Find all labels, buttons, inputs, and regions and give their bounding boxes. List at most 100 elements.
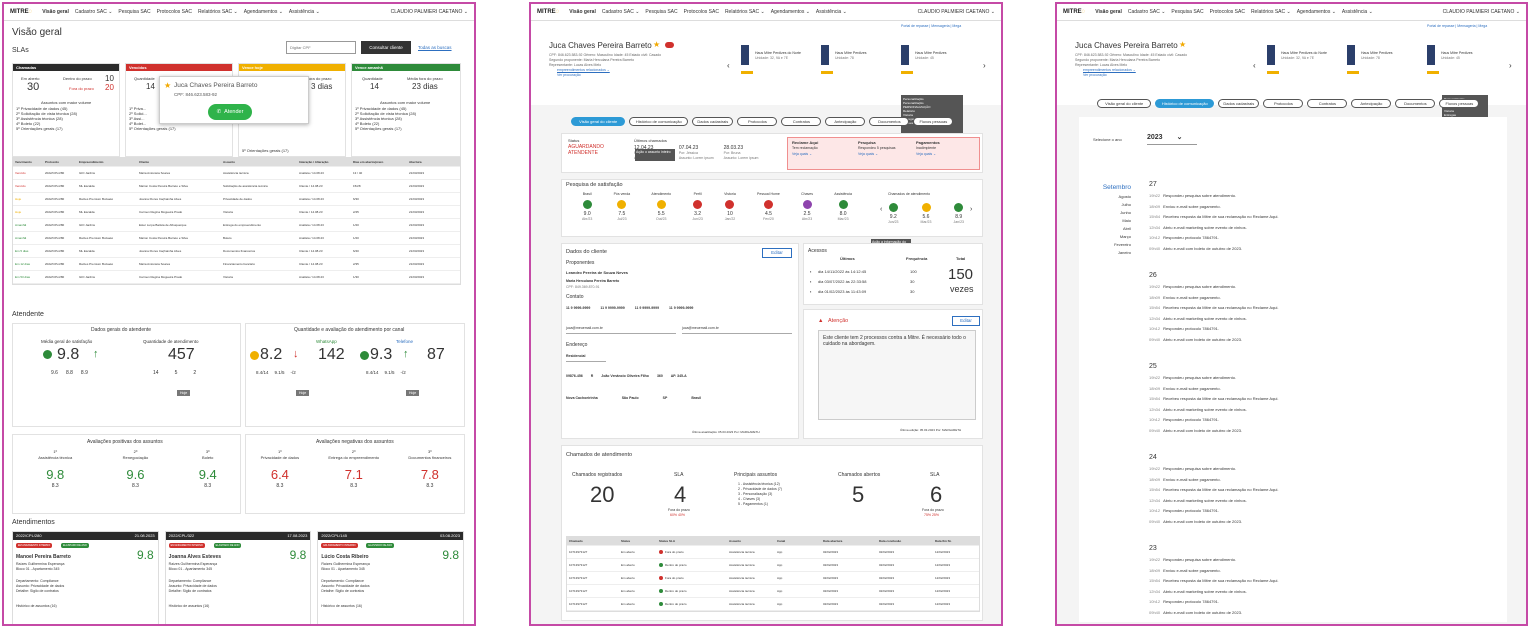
table-row[interactable]: 10713973127 Em aberto Dentro do prazo Assis…: [567, 598, 979, 611]
survey-item[interactable]: 8.9 Jan/23: [953, 200, 964, 225]
phone-field[interactable]: 11 9 9999-9999: [566, 306, 591, 310]
edit-button[interactable]: Editar: [762, 248, 792, 258]
nav-relatorios[interactable]: Relatórios SAC ⌄: [724, 9, 765, 15]
pagamentos-link[interactable]: Veja quais ⌄: [916, 152, 937, 156]
timeline-entry[interactable]: 09h40 Abriu e-mail com boleto de outubro …: [1149, 428, 1242, 433]
timeline-entry[interactable]: 12h34 Abriu e-mail marketing sobre evento…: [1149, 225, 1247, 230]
timeline-entry[interactable]: 15h54 Recebeu resposta da Mitre de sua re…: [1149, 396, 1279, 401]
timeline-entry[interactable]: 19h22 Respondeu pesquisa sobre atendiment…: [1149, 193, 1236, 198]
timeline-entry[interactable]: 19h22 Respondeu pesquisa sobre atendiment…: [1149, 375, 1236, 380]
nav-pesquisa[interactable]: Pesquisa SAC: [118, 9, 151, 15]
related-link[interactable]: empreendimentos relacionados ⌄: [557, 68, 610, 72]
phone-field[interactable]: 11 9 9999-9999: [669, 306, 694, 310]
timeline-entry[interactable]: 10h12 Respondeu protocolo 7864791.: [1149, 326, 1219, 331]
property-item[interactable]: Haus Mitre Perdizes do Norte Unidade: 32,…: [1267, 35, 1343, 95]
property-item[interactable]: Haus Mitre Perdizes do Norte Unidade: 32,…: [741, 35, 817, 95]
table-row[interactable]: Vencido 2022/CPL/280 ML Escalda Marion Cost…: [13, 180, 460, 193]
year-select[interactable]: 2023 ⌄: [1147, 133, 1197, 145]
nav-relatorios[interactable]: Relatórios SAC ⌄: [197, 9, 238, 15]
tab-2[interactable]: Dados cadastrais: [1218, 99, 1260, 108]
nav-assistencia[interactable]: Assistência ⌄: [288, 9, 320, 15]
col-header[interactable]: Interação / Alteração: [299, 160, 329, 164]
table-row[interactable]: Em 53 dias 2022/CPL/280 GIO Jardins Carmen …: [13, 271, 460, 284]
chevron-left-icon[interactable]: ‹: [880, 206, 883, 213]
tab-6[interactable]: Documentos: [869, 117, 910, 126]
tab-4[interactable]: Contratos: [781, 117, 822, 126]
survey-item[interactable]: Brasil 9.0 Abr/23: [582, 192, 592, 222]
email-field[interactable]: juca@meuemail.com.br: [566, 326, 676, 334]
timeline-entry[interactable]: 15h54 Recebeu resposta da Mitre de sua re…: [1149, 305, 1279, 310]
edit-button[interactable]: Editar: [952, 316, 980, 326]
timeline-entry[interactable]: 09h40 Abriu e-mail com boleto de outubro …: [1149, 337, 1242, 342]
user-menu[interactable]: CLAUDIO PALMIERI CAETANO ⌄: [1442, 9, 1520, 15]
sla-card-vence-amanha[interactable]: Vence amanhã Quantidade 14 Média fora do…: [351, 63, 461, 157]
top-links[interactable]: Portal de repasse | Mensageria | Mega: [1427, 24, 1488, 28]
chevron-right-icon[interactable]: ›: [983, 61, 986, 70]
atendimento-card[interactable]: 2022/CPL/280 21.08.2023 EM ANDAMENTO INTER…: [12, 531, 159, 624]
nav-protocolos[interactable]: Protocolos SAC: [156, 9, 192, 15]
atender-button[interactable]: ✆ Atender: [208, 104, 252, 120]
nav-agendamentos[interactable]: Agendamentos ⌄: [770, 9, 810, 15]
bairro-field[interactable]: Nova Cachoeirinha: [566, 396, 598, 400]
logradouro-field[interactable]: João Venâncio Oliveira Filho: [601, 374, 649, 378]
property-item[interactable]: Haus Mitre Perdizes Unidade: 45: [901, 35, 977, 95]
nav-pesquisa[interactable]: Pesquisa SAC: [645, 9, 678, 15]
property-item[interactable]: Haus Mitre Perdizes Unidade: 78: [821, 35, 897, 95]
nav-visao-geral[interactable]: Visão geral: [1095, 9, 1122, 15]
star-icon[interactable]: ★: [1179, 40, 1187, 49]
survey-item[interactable]: Pessoal Home 4.5 Fev/20: [757, 192, 780, 222]
protocol-id[interactable]: 2022/CPL/322: [168, 533, 195, 538]
nav-pesquisa[interactable]: Pesquisa SAC: [1171, 9, 1204, 15]
table-row[interactable]: Em 12 dias 2022/CPL/280 Raízes Premium Buz…: [13, 258, 460, 271]
timeline-entry[interactable]: 19h22 Respondeu pesquisa sobre atendiment…: [1149, 466, 1236, 471]
col-header[interactable]: Abertura: [409, 160, 422, 164]
chevron-right-icon[interactable]: ›: [1509, 61, 1512, 70]
timeline-entry[interactable]: 12h34 Abriu e-mail marketing sobre evento…: [1149, 316, 1247, 321]
tab-3[interactable]: Protocolos: [1263, 99, 1304, 108]
col-header[interactable]: Empreendimento: [79, 160, 104, 164]
col-header[interactable]: Status SLA: [659, 539, 676, 543]
table-row[interactable]: Hoje 2022/CPL/280 ML Escalda Carmen Regina …: [13, 206, 460, 219]
property-item[interactable]: Haus Mitre Perdizes Unidade: 45: [1427, 35, 1503, 95]
procuracao-link[interactable]: Ver procuração: [1083, 73, 1107, 77]
tab-1[interactable]: Histórico de comunicação: [629, 117, 689, 126]
tab-5[interactable]: Antecipação: [1351, 99, 1392, 108]
timeline-entry[interactable]: 10h12 Respondeu protocolo 7864791.: [1149, 235, 1219, 240]
timeline-entry[interactable]: 12h34 Abriu e-mail marketing sobre evento…: [1149, 407, 1247, 412]
mitre-logo[interactable]: MITRE◌: [537, 9, 559, 15]
chevron-left-icon[interactable]: ‹: [727, 61, 730, 70]
chevron-right-icon[interactable]: ›: [970, 206, 973, 213]
consult-button[interactable]: Consultar cliente: [361, 41, 411, 54]
top-links[interactable]: Portal de repasse | Mensageria | Mega: [901, 24, 962, 28]
table-row[interactable]: Vencido 2022/CPL/280 GIO Jardins Maria Anto…: [13, 167, 460, 180]
mitre-logo[interactable]: MITRE◌: [1063, 9, 1085, 15]
survey-item[interactable]: 5.6 Mar/23: [921, 200, 931, 225]
month-item[interactable]: Março: [1119, 234, 1131, 239]
atencao-textarea[interactable]: Este cliente tem 2 processos contra a Mi…: [818, 330, 976, 420]
tab-4[interactable]: Contratos: [1307, 99, 1348, 108]
protocol-id[interactable]: 2022/CPL/280: [16, 533, 42, 538]
tab-1[interactable]: Histórico de comunicação: [1155, 99, 1215, 108]
col-header[interactable]: Data conclusão: [879, 539, 902, 543]
star-icon[interactable]: ★: [653, 40, 661, 49]
protocol-id[interactable]: 2022/CPL/145: [321, 533, 347, 538]
nav-protocolos[interactable]: Protocolos SAC: [683, 9, 719, 15]
nav-relatorios[interactable]: Relatórios SAC ⌄: [1250, 9, 1291, 15]
survey-item[interactable]: Perfil 3.2 Jun/23: [692, 192, 703, 222]
table-row[interactable]: Amanhã 2022/CPL/280 Raízes Premium Buzaeté…: [13, 232, 460, 245]
table-row[interactable]: Em 5 dias 2022/CPL/280 ML Escalda Joanna Fl…: [13, 245, 460, 258]
nav-assistencia[interactable]: Assistência ⌄: [815, 9, 847, 15]
col-header[interactable]: Status: [621, 539, 631, 543]
col-header[interactable]: Chamado: [569, 539, 583, 543]
col-header[interactable]: Dias em aberto/prazo: [353, 160, 384, 164]
pesquisa-link[interactable]: Veja quais ⌄: [858, 152, 879, 156]
nav-cadastro[interactable]: Cadastro SAC ⌄: [601, 9, 640, 15]
nav-visao-geral[interactable]: Visão geral: [42, 9, 69, 15]
tab-7[interactable]: Fluxos pessoas: [913, 117, 954, 126]
atendimento-card[interactable]: 2022/CPL/145 03.08.2023 EM ANDAMENTO INTER…: [317, 531, 465, 624]
timeline-entry[interactable]: 18h09 Enviou e-mail sobre pagamento.: [1149, 295, 1221, 300]
cpf-input[interactable]: [286, 41, 356, 54]
survey-item[interactable]: Assistência 8.0 Mar/23: [834, 192, 852, 222]
month-item[interactable]: Setembro: [1102, 184, 1131, 191]
nav-cadastro[interactable]: Cadastro SAC ⌄: [74, 9, 113, 15]
